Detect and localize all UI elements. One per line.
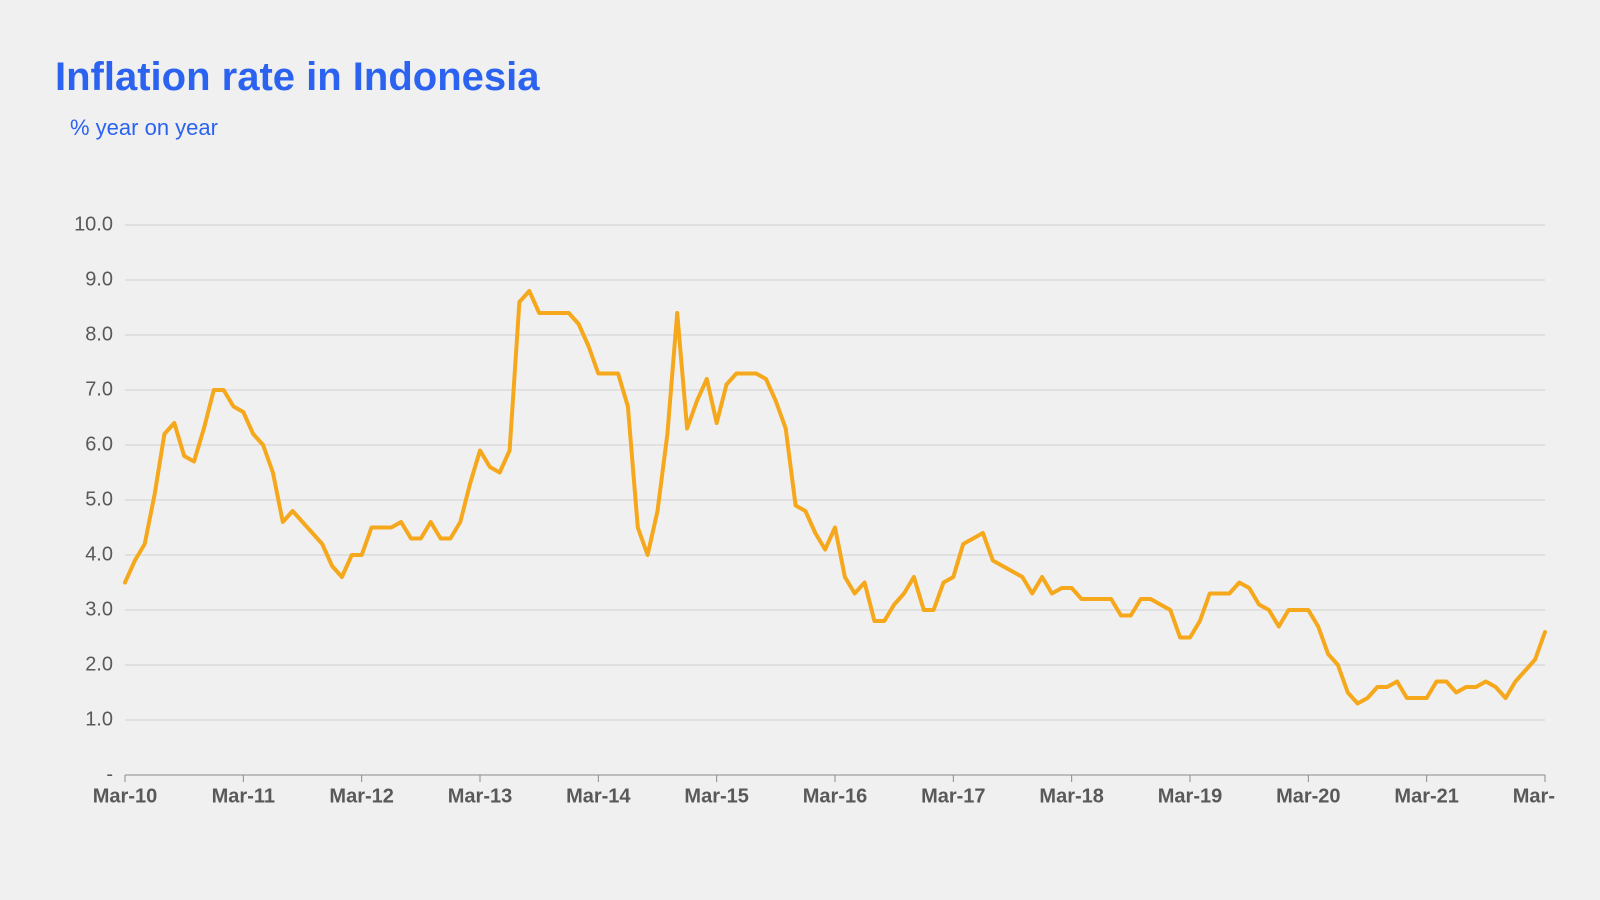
x-tick-label: Mar-19 bbox=[1158, 786, 1222, 808]
y-tick-label: - bbox=[106, 763, 113, 785]
chart-svg: - 1.0 2.0 3.0 4.0 5.0 6.0 7.0 8.0 9.0 10.0 Mar-10 Ma… bbox=[55, 215, 1555, 835]
y-tick-label: 2.0 bbox=[85, 653, 113, 675]
x-tick-label: Mar-20 bbox=[1276, 786, 1340, 808]
y-tick-label: 8.0 bbox=[85, 323, 113, 345]
y-tick-label: 10.0 bbox=[74, 215, 113, 235]
x-tick-label: Mar-21 bbox=[1394, 786, 1458, 808]
x-tick-label: Mar-17 bbox=[921, 786, 985, 808]
y-tick-label: 9.0 bbox=[85, 268, 113, 290]
y-tick-label: 1.0 bbox=[85, 708, 113, 730]
inflation-series-line bbox=[125, 291, 1545, 704]
y-tick-label: 6.0 bbox=[85, 433, 113, 455]
x-tick-label: Mar-18 bbox=[1039, 786, 1103, 808]
x-tick-label: Mar-11 bbox=[212, 786, 275, 808]
x-tick-label: Mar-16 bbox=[803, 786, 867, 808]
x-tick-label: Mar-22 bbox=[1513, 786, 1555, 808]
chart-subtitle: % year on year bbox=[70, 115, 218, 141]
y-tick-label: 5.0 bbox=[85, 488, 113, 510]
line-chart: - 1.0 2.0 3.0 4.0 5.0 6.0 7.0 8.0 9.0 10.0 Mar-10 Ma… bbox=[55, 215, 1555, 835]
x-tick-label: Mar-15 bbox=[684, 786, 748, 808]
x-tick-label: Mar-13 bbox=[448, 786, 512, 808]
x-tick-label: Mar-12 bbox=[329, 786, 393, 808]
y-tick-label: 3.0 bbox=[85, 598, 113, 620]
y-tick-label: 7.0 bbox=[85, 378, 113, 400]
chart-page: Inflation rate in Indonesia % year on ye… bbox=[0, 0, 1600, 900]
y-tick-label: 4.0 bbox=[85, 543, 113, 565]
x-tick-label: Mar-14 bbox=[566, 786, 631, 808]
x-tick-label: Mar-10 bbox=[93, 786, 157, 808]
chart-title: Inflation rate in Indonesia bbox=[55, 55, 540, 100]
